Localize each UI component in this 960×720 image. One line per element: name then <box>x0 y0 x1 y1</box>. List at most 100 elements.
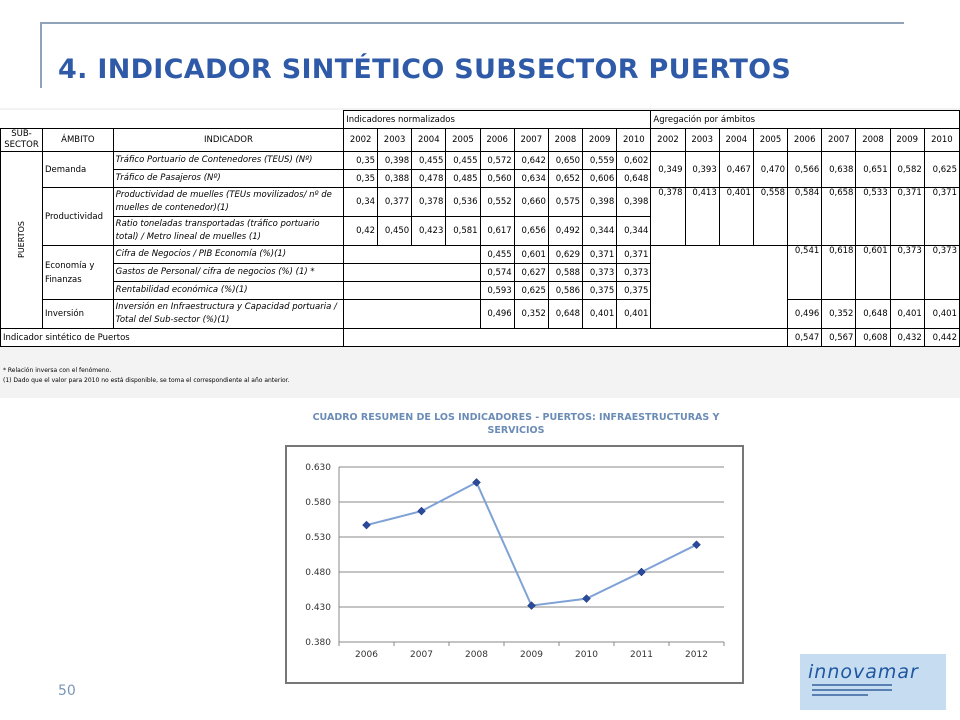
agg-value-cell: 0,470 <box>752 151 789 188</box>
norm-value-cell: 0,593 <box>479 281 515 300</box>
series-line <box>366 481 697 607</box>
x-tick-label: 2006 <box>355 650 378 660</box>
data-point-marker <box>527 601 536 610</box>
norm-value-cell: 0,602 <box>616 151 652 170</box>
indicator-label: Tráfico de Pasajeros (Nº) <box>112 169 345 188</box>
agg-value-cell: 0,638 <box>821 151 857 188</box>
year-header: 2005 <box>445 128 481 152</box>
agg-value-cell: 0,601 <box>855 245 891 300</box>
norm-value-cell: 0,629 <box>547 245 584 264</box>
norm-value-cell: 0,375 <box>582 281 618 300</box>
norm-value-cell: 0,581 <box>445 216 481 246</box>
subsector-label: PUERTOS <box>16 221 26 258</box>
table-row: Economía y Finanzas Cifra de Negocios / P… <box>1 245 960 300</box>
norm-value-cell: 0,478 <box>411 169 447 188</box>
year-header: 2006 <box>787 128 823 152</box>
table-row: PUERTOS Demanda Tráfico Portuario de Conte… <box>0 151 960 329</box>
data-point-marker <box>362 520 371 530</box>
frame-top-rule <box>40 22 904 24</box>
norm-value-cell: 0,401 <box>616 299 652 329</box>
synthetic-value-cell: 0,567 <box>821 328 857 347</box>
norm-value-cell: 0,42 <box>343 216 379 246</box>
year-header: 2006 <box>479 128 515 152</box>
indicator-label: Cifra de Negocios / PIB Economía (%)(1) <box>112 245 345 264</box>
col-ambito-header: ÁMBITO <box>41 128 114 152</box>
norm-value-cell: 0,586 <box>547 281 584 300</box>
agg-value-cell: 0,558 <box>752 187 789 246</box>
agg-value-cell: 0,349 <box>650 151 686 188</box>
page-number: 50 <box>58 683 76 699</box>
blank-cell <box>343 263 481 282</box>
norm-value-cell: 0,401 <box>582 299 618 329</box>
indicator-label: Tráfico Portuario de Contenedores (TEUS)… <box>112 151 345 170</box>
agg-value-cell: 0,625 <box>923 151 960 188</box>
norm-value-cell: 0,373 <box>582 263 618 282</box>
norm-value-cell: 0,485 <box>445 169 481 188</box>
agg-value-cell: 0,658 <box>821 187 857 246</box>
norm-value-cell: 0,536 <box>445 187 481 217</box>
norm-value-cell: 0,450 <box>377 216 413 246</box>
norm-value-cell: 0,371 <box>616 245 652 264</box>
norm-value-cell: 0,455 <box>411 151 447 170</box>
x-tick-label: 2012 <box>685 650 708 660</box>
ambito-cell: Inversión <box>41 299 114 329</box>
col-indicador-header: INDICADOR <box>112 128 345 152</box>
norm-value-cell: 0,625 <box>513 281 549 300</box>
chart-title: CUADRO RESUMEN DE LOS INDICADORES - PUER… <box>312 412 720 436</box>
y-tick-label: 0.480 <box>305 568 331 578</box>
data-point-marker <box>417 506 426 516</box>
blank-cell <box>343 299 481 329</box>
norm-value-cell: 0,373 <box>616 263 652 282</box>
norm-value-cell: 0,575 <box>547 187 584 217</box>
norm-value-cell: 0,35 <box>343 169 379 188</box>
ambito-cell: Economía y Finanzas <box>41 245 114 300</box>
table-row: Ratio toneladas transportadas (tráfico p… <box>1 216 960 246</box>
synthetic-value-cell: 0,432 <box>889 328 925 347</box>
norm-value-cell: 0,552 <box>479 187 515 217</box>
norm-value-cell: 0,371 <box>582 245 618 264</box>
x-tick-label: 2008 <box>465 650 488 660</box>
note-inverse: * Relación inversa con el fenómeno. <box>3 367 112 374</box>
norm-value-cell: 0,648 <box>616 169 652 188</box>
norm-value-cell: 0,652 <box>547 169 584 188</box>
agg-value-cell: 0,582 <box>889 151 925 188</box>
year-header: 2008 <box>855 128 891 152</box>
year-header: 2002 <box>650 128 686 152</box>
year-header: 2010 <box>616 128 652 152</box>
indicator-label: Productividad de muelles (TEUs movilizad… <box>112 187 345 217</box>
norm-value-cell: 0,572 <box>479 151 515 170</box>
norm-value-cell: 0,398 <box>582 187 618 217</box>
year-header: 2002 <box>343 128 379 152</box>
agg-value-cell: 0,352 <box>821 299 857 329</box>
year-header: 2004 <box>411 128 447 152</box>
table-row: Inversión Inversión en Infraestructura y … <box>1 299 960 329</box>
note-missing-2010: (1) Dado que el valor para 2010 no está … <box>3 377 290 384</box>
group-normalized-label: Indicadores normalizados <box>343 110 652 129</box>
blank-cell <box>343 328 789 347</box>
y-tick-label: 0.580 <box>305 498 331 508</box>
agg-value-cell: 0,496 <box>787 299 823 329</box>
table-group-header-row: Indicadores normalizados Agregación por … <box>1 110 960 129</box>
table-row: Tráfico de Pasajeros (Nº) 0,35 0,388 0,478 0… <box>1 169 960 188</box>
norm-value-cell: 0,588 <box>547 263 584 282</box>
norm-value-cell: 0,378 <box>411 187 447 217</box>
blank-cell <box>343 245 481 264</box>
synthetic-value-cell: 0,442 <box>923 328 960 347</box>
blank-cell <box>343 281 481 300</box>
x-tick-label: 2007 <box>410 650 433 660</box>
agg-value-cell: 0,566 <box>787 151 823 188</box>
y-tick-label: 0.430 <box>305 603 331 613</box>
group-aggregation-label: Agregación por ámbitos <box>650 110 960 129</box>
agg-value-cell: 0,371 <box>923 187 960 246</box>
norm-value-cell: 0,656 <box>513 216 549 246</box>
norm-value-cell: 0,627 <box>513 263 549 282</box>
norm-value-cell: 0,388 <box>377 169 413 188</box>
agg-value-cell: 0,401 <box>889 299 925 329</box>
agg-value-cell: 0,371 <box>889 187 925 246</box>
year-header: 2009 <box>889 128 925 152</box>
indicator-label: Inversión en Infraestructura y Capacidad… <box>112 299 345 329</box>
data-point-marker <box>692 540 701 550</box>
norm-value-cell: 0,352 <box>513 299 549 329</box>
data-point-marker <box>472 478 481 487</box>
indicator-label: Rentabilidad económica (%)(1) <box>112 281 345 300</box>
